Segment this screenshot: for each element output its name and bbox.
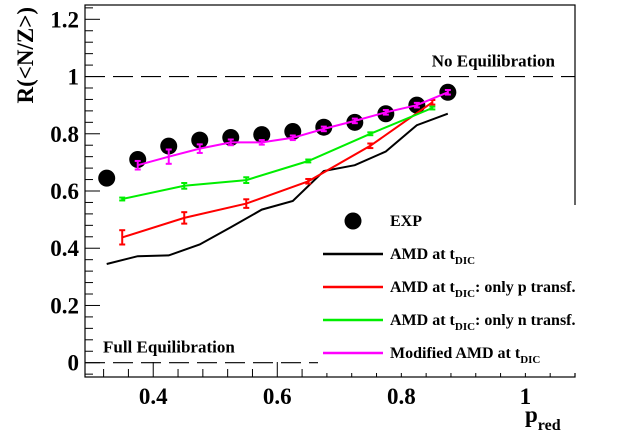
exp-data-point [98,169,116,187]
legend-label-suffix: : only n transf. [475,312,575,329]
legend-label-main: AMD at t [390,312,456,329]
legend-label-sub: DIC [520,354,540,366]
legend-marker-exp [344,212,362,230]
x-tick-label: 1 [520,384,532,409]
legend-label-2: AMD at tDIC: only p transf. [390,279,576,300]
y-tick-label: 0.6 [50,179,79,204]
x-tick-label: 0.6 [263,384,292,409]
x-axis-title-sub: red [538,417,561,434]
x-axis-title-main: p [525,402,538,427]
y-axis-title: R(<N/Z>) [13,7,38,103]
legend-label-suffix: : only p transf. [475,279,575,296]
legend-label-main: AMD at t [390,246,456,263]
legend-label-3: AMD at tDIC: only n transf. [390,312,576,333]
y-tick-label: 0 [68,351,80,376]
series-line-3 [121,107,433,200]
legend-label-sub: DIC [455,288,475,300]
legend-label-4: Modified AMD at tDIC [390,345,540,366]
exp-data-point [253,126,271,144]
legend-label-main: Modified AMD at t [390,345,521,362]
legend-box [318,205,642,373]
full-equilibration-label: Full Equilibration [103,338,235,357]
legend-label-0: EXP [390,213,422,230]
y-tick-label: 0.4 [50,236,79,261]
series-line-2 [121,101,433,239]
y-tick-label: 0.2 [50,293,79,318]
x-tick-label: 0.4 [139,384,168,409]
y-tick-label: 1.2 [50,7,79,32]
legend-label-main: AMD at t [390,279,456,296]
annotations: No Equilibration Full Equilibration [103,52,556,357]
y-tick-label: 0.8 [50,122,79,147]
series-line-1 [106,112,449,265]
y-tick-label: 1 [68,65,80,90]
no-equilibration-label: No Equilibration [432,52,556,71]
x-axis-title: pred [525,402,561,434]
legend-label-sub: DIC [455,255,475,267]
x-tick-label: 0.8 [387,384,416,409]
legend-label-main: EXP [390,213,422,230]
legend-label-sub: DIC [455,321,475,333]
series-layer [98,83,457,265]
exp-data-point [191,131,209,149]
legend-label-1: AMD at tDIC [390,246,475,267]
axes: 0 0.2 0.4 0.6 0.8 1 1.2 0.4 0.6 0.8 1 R(<N/Z>) pred [13,7,576,434]
exp-data-point [160,137,178,155]
